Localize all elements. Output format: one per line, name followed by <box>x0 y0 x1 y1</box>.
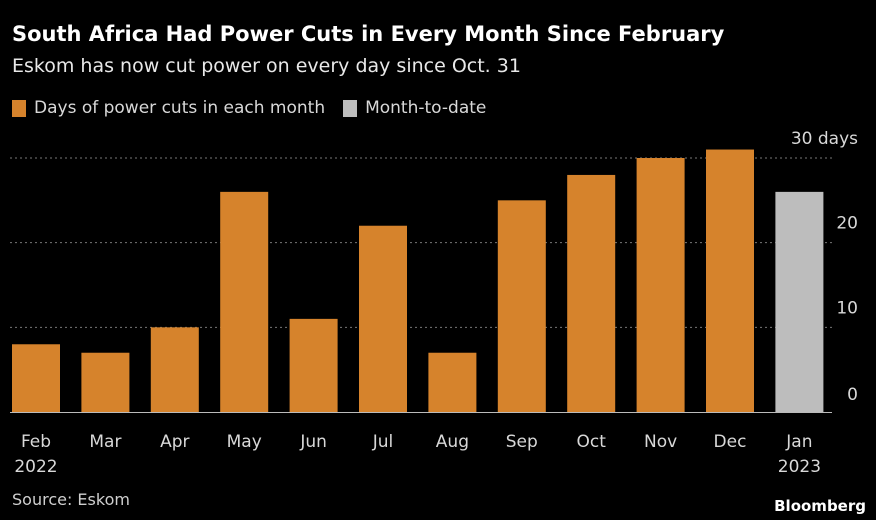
bar-feb <box>12 344 60 412</box>
bar-oct <box>567 174 616 412</box>
x-tick-label: Mar <box>89 432 121 452</box>
bar-may <box>220 191 269 412</box>
x-year-label: 2022 <box>14 457 57 477</box>
bar-sep <box>497 200 546 412</box>
x-tick-label: Nov <box>644 432 677 452</box>
x-tick-label: Jan <box>785 432 812 452</box>
y-tick-label: 0 <box>847 385 858 405</box>
x-tick-label: Apr <box>160 432 189 452</box>
x-year-label: 2023 <box>778 457 821 477</box>
x-tick-label: Jul <box>372 432 394 452</box>
legend: Days of power cuts in each month Month-t… <box>12 98 504 118</box>
bar-mar <box>81 352 130 412</box>
bar-dec <box>706 149 754 413</box>
source-note: Source: Eskom <box>12 490 130 509</box>
legend-label: Month-to-date <box>365 98 487 118</box>
legend-item-mtd: Month-to-date <box>343 98 486 118</box>
y-tick-label: 20 <box>836 214 858 234</box>
bloomberg-logo: Bloomberg <box>774 497 866 515</box>
bar-jun <box>289 318 338 412</box>
legend-swatch <box>12 99 26 117</box>
chart-title: South Africa Had Power Cuts in Every Mon… <box>12 22 725 46</box>
y-tick-label: 30 days <box>791 129 858 149</box>
bar-jul <box>359 225 407 412</box>
chart-subtitle: Eskom has now cut power on every day sin… <box>12 55 521 77</box>
y-tick-label: 10 <box>836 298 858 318</box>
legend-swatch <box>343 99 358 117</box>
legend-label: Days of power cuts in each month <box>34 98 326 118</box>
bar-jan <box>775 191 824 412</box>
x-tick-label: Sep <box>506 432 538 452</box>
x-tick-label: Feb <box>21 432 51 452</box>
x-tick-label: Dec <box>714 432 747 452</box>
x-tick-label: Oct <box>576 432 606 452</box>
bar-aug <box>428 352 477 412</box>
legend-item-complete: Days of power cuts in each month <box>12 98 325 118</box>
x-tick-label: May <box>227 432 262 452</box>
x-tick-label: Aug <box>436 432 469 452</box>
bar-apr <box>150 327 199 412</box>
x-tick-label: Jun <box>299 432 327 452</box>
bar-nov <box>636 158 685 412</box>
